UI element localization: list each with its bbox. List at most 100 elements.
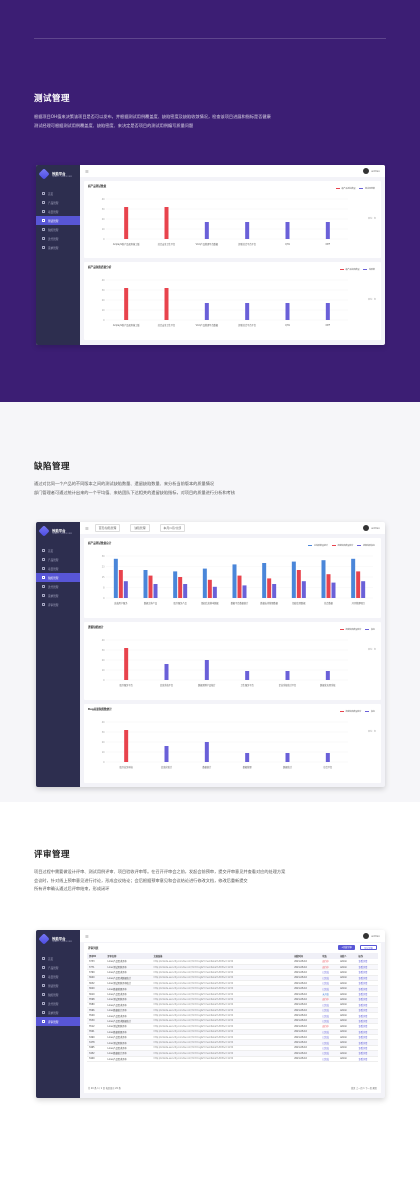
- table-row[interactable]: 3440 Linux产品需求评审 http://smlsite-security.c…: [87, 1056, 378, 1062]
- nav-item[interactable]: 产品管理: [36, 963, 80, 972]
- nav-item[interactable]: 首页: [36, 189, 80, 198]
- bar: [204, 222, 209, 239]
- nav-item[interactable]: 项目管理: [36, 564, 80, 573]
- nav-item-active[interactable]: 评审管理: [36, 1017, 80, 1026]
- table-row[interactable]: 3771 Linux测试用例评审 http://smlsite-security.c…: [87, 964, 378, 971]
- nav-item[interactable]: 产品管理: [36, 555, 80, 564]
- view-detail-link[interactable]: 查看详情: [356, 996, 378, 1003]
- nav-item[interactable]: 迭代管理: [36, 999, 80, 1008]
- view-detail-link[interactable]: 查看详情: [356, 1050, 378, 1057]
- nav-item[interactable]: 产品管理: [36, 198, 80, 207]
- x-tick-label: 数据预测产品统计: [198, 683, 216, 687]
- table-row[interactable]: 3598 Linux测试用例评审 http://smlsite-security.c…: [87, 996, 378, 1003]
- pagination-controls[interactable]: 首页 上一页 1 下一页 尾页: [350, 1087, 377, 1090]
- table-cell[interactable]: http://smlsite-security.coindw.com/?mt=l…: [151, 1045, 293, 1052]
- table-row[interactable]: 3620 Linux数据管理评审 http://smlsite-security.c…: [87, 985, 378, 992]
- table-row[interactable]: 3465 Linux产品需求评审 http://smlsite-security.c…: [87, 1045, 378, 1052]
- table-cell[interactable]: http://smlsite-security.coindw.com/?mt=l…: [151, 1023, 293, 1030]
- view-detail-link[interactable]: 查看详情: [356, 959, 378, 965]
- table-cell[interactable]: http://smlsite-security.coindw.com/?mt=l…: [151, 1050, 293, 1057]
- view-detail-link[interactable]: 查看详情: [356, 1007, 378, 1014]
- filter-dropdown[interactable]: 缺陷管理: [130, 524, 150, 532]
- filter-dropdown[interactable]: 首页/缺陷管理: [94, 524, 121, 532]
- user-menu[interactable]: admin: [363, 933, 380, 939]
- table-cell[interactable]: http://smlsite-security.coindw.com/?mt=l…: [151, 1039, 293, 1046]
- table-row[interactable]: 3530 Linux产品需求数据统计 http://smlsite-security…: [87, 1018, 378, 1025]
- view-detail-link[interactable]: 查看详情: [356, 964, 378, 971]
- table-row[interactable]: 3566 Linux数据统计评审 http://smlsite-security.c…: [87, 1007, 378, 1014]
- view-detail-link[interactable]: 查看详情: [356, 1002, 378, 1009]
- table-row[interactable]: 3549 Linux产品需求评审 http://smlsite-security.c…: [87, 1012, 378, 1019]
- table-cell[interactable]: http://smlsite-security.coindw.com/?mt=l…: [151, 975, 293, 982]
- nav-item[interactable]: 项目管理: [36, 207, 80, 216]
- view-detail-link[interactable]: 查看详情: [356, 985, 378, 992]
- nav-item[interactable]: 需求管理: [36, 591, 80, 600]
- view-detail-link[interactable]: 查看详情: [356, 1056, 378, 1062]
- filter-dropdown[interactable]: 本月/1月/全部: [159, 524, 186, 532]
- nav-item[interactable]: 迭代管理: [36, 234, 80, 243]
- table-cell[interactable]: http://smlsite-security.coindw.com/?mt=l…: [151, 959, 293, 965]
- table-cell[interactable]: http://smlsite-security.coindw.com/?mt=l…: [151, 991, 293, 998]
- user-menu[interactable]: admin: [363, 168, 380, 174]
- logo-icon: [38, 525, 50, 537]
- table-cell[interactable]: http://smlsite-security.coindw.com/?mt=l…: [151, 1056, 293, 1062]
- nav-item[interactable]: 缺陷管理: [36, 225, 80, 234]
- user-menu[interactable]: admin: [363, 525, 380, 531]
- table-cell[interactable]: http://smlsite-security.coindw.com/?mt=l…: [151, 1007, 293, 1014]
- export-review-button[interactable]: 导出评审: [360, 945, 377, 950]
- table-row[interactable]: 3610 Linux产品需求评审 http://smlsite-security.c…: [87, 991, 378, 998]
- table-row[interactable]: 3580 Linux产品需求评审 http://smlsite-security.c…: [87, 1002, 378, 1009]
- nav-item-active[interactable]: 测试管理: [36, 216, 80, 225]
- table-row[interactable]: 3452 Linux数据统计评审 http://smlsite-security.c…: [87, 1050, 378, 1057]
- table-row[interactable]: 3478 Linux测试用例评审 http://smlsite-security.c…: [87, 1039, 378, 1046]
- nav-item[interactable]: 评审管理: [36, 600, 80, 609]
- table-cell[interactable]: http://smlsite-security.coindw.com/?mt=l…: [151, 1002, 293, 1009]
- table-cell: Admin: [338, 975, 357, 982]
- nav-item[interactable]: 需求管理: [36, 1008, 80, 1017]
- menu-icon[interactable]: ☰: [85, 933, 89, 939]
- view-detail-link[interactable]: 查看详情: [356, 1034, 378, 1041]
- table-row[interactable]: 3501 Linux数据管理评审 http://smlsite-security.c…: [87, 1029, 378, 1036]
- view-detail-link[interactable]: 查看详情: [356, 980, 378, 987]
- table-cell: 3530: [87, 1018, 106, 1025]
- view-detail-link[interactable]: 查看详情: [356, 1023, 378, 1030]
- table-cell[interactable]: http://smlsite-security.coindw.com/?mt=l…: [151, 985, 293, 992]
- view-detail-link[interactable]: 查看详情: [356, 1045, 378, 1052]
- view-detail-link[interactable]: 查看详情: [356, 1029, 378, 1036]
- nav-item[interactable]: 测试管理: [36, 981, 80, 990]
- table-cell[interactable]: http://smlsite-security.coindw.com/?mt=l…: [151, 980, 293, 987]
- new-review-button[interactable]: +新建评审: [338, 945, 355, 950]
- table-cell[interactable]: http://smlsite-security.coindw.com/?mt=l…: [151, 1018, 293, 1025]
- nav-item[interactable]: 项目管理: [36, 972, 80, 981]
- menu-icon[interactable]: ☰: [85, 525, 89, 531]
- nav-item-active[interactable]: 缺陷管理: [36, 573, 80, 582]
- view-detail-link[interactable]: 查看详情: [356, 991, 378, 998]
- table-row[interactable]: 3640 Linux产品需求数据统计 http://smlsite-security…: [87, 975, 378, 982]
- table-row[interactable]: 3632 Linux测试用例评审统计 http://smlsite-security…: [87, 980, 378, 987]
- table-row[interactable]: 3490 Linux产品需求评审 http://smlsite-security.c…: [87, 1034, 378, 1041]
- nav-item[interactable]: 迭代管理: [36, 582, 80, 591]
- table-cell[interactable]: http://smlsite-security.coindw.com/?mt=l…: [151, 964, 293, 971]
- bar: [331, 582, 336, 598]
- nav-item[interactable]: 首页: [36, 954, 80, 963]
- table-row[interactable]: 3512 Linux测试用例评审 http://smlsite-security.c…: [87, 1023, 378, 1030]
- table-cell: Linux数据统计评审: [105, 1007, 152, 1014]
- view-detail-link[interactable]: 查看详情: [356, 1012, 378, 1019]
- table-cell[interactable]: http://smlsite-security.coindw.com/?mt=l…: [151, 1012, 293, 1019]
- nav-item[interactable]: 首页: [36, 546, 80, 555]
- table-row[interactable]: 3769 Linux产品需求评审 http://smlsite-security.c…: [87, 969, 378, 976]
- panel-title: 遗留缺陷统计: [88, 626, 104, 629]
- menu-icon[interactable]: ☰: [85, 168, 89, 174]
- table-cell: 3478: [87, 1039, 106, 1046]
- view-detail-link[interactable]: 查看详情: [356, 1039, 378, 1046]
- view-detail-link[interactable]: 查看详情: [356, 975, 378, 982]
- view-detail-link[interactable]: 查看详情: [356, 969, 378, 976]
- view-detail-link[interactable]: 查看详情: [356, 1018, 378, 1025]
- table-cell[interactable]: http://smlsite-security.coindw.com/?mt=l…: [151, 996, 293, 1003]
- table-cell[interactable]: http://smlsite-security.coindw.com/?mt=l…: [151, 1034, 293, 1041]
- table-row[interactable]: 3733 Linux产品需求评审 http://smlsite-security.c…: [87, 959, 378, 965]
- nav-item[interactable]: 需求管理: [36, 243, 80, 252]
- table-cell[interactable]: http://smlsite-security.coindw.com/?mt=l…: [151, 969, 293, 976]
- nav-item[interactable]: 缺陷管理: [36, 990, 80, 999]
- table-cell[interactable]: http://smlsite-security.coindw.com/?mt=l…: [151, 1029, 293, 1036]
